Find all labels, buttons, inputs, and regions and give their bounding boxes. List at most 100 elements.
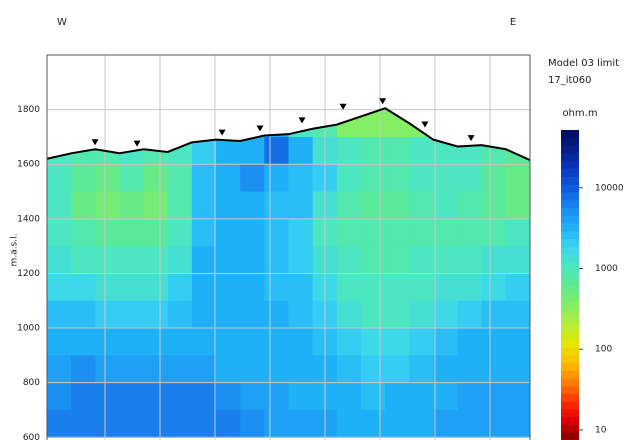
cell [481, 164, 507, 193]
cell [95, 218, 121, 247]
cell [240, 246, 265, 275]
cell [95, 191, 121, 220]
cell [71, 191, 96, 220]
colorbar-step [561, 424, 579, 433]
cell [409, 246, 434, 275]
cell [336, 191, 362, 220]
cell [288, 218, 314, 247]
cell [505, 382, 530, 411]
cell [47, 246, 72, 275]
cell [288, 355, 314, 384]
cell [216, 164, 241, 193]
cell [216, 328, 241, 356]
colorbar-step [561, 354, 579, 363]
cell [288, 382, 314, 411]
cell [167, 409, 193, 438]
cell [167, 328, 193, 356]
cell [95, 246, 121, 275]
colorbar-step [561, 168, 579, 177]
cell [481, 273, 507, 302]
colorbar-step [561, 409, 579, 418]
cell [288, 191, 314, 220]
cell [95, 300, 121, 329]
cell [433, 409, 459, 438]
cell [385, 136, 410, 165]
cell [288, 409, 314, 438]
cell [191, 246, 217, 275]
cell [433, 355, 459, 384]
electrode-marker [91, 139, 99, 146]
cell [457, 300, 483, 329]
colorbar-step [561, 339, 579, 348]
colorbar-tick-label: 10 [595, 425, 607, 435]
cell [240, 382, 265, 411]
cell [360, 300, 386, 329]
cell [409, 300, 434, 329]
cell [433, 164, 459, 193]
cell [143, 246, 169, 275]
cell [505, 246, 530, 275]
cell [505, 273, 530, 302]
cell [481, 246, 507, 275]
cell [143, 409, 169, 438]
cell [216, 273, 241, 302]
cell [95, 164, 121, 193]
cell [336, 218, 362, 247]
cell [505, 355, 530, 384]
colorbar-step [561, 130, 579, 139]
y-tick-label: 1600 [17, 160, 40, 170]
cell [409, 382, 434, 411]
colorbar-step [561, 153, 579, 162]
cell [216, 246, 241, 275]
cell [288, 273, 314, 302]
cell [119, 218, 145, 247]
y-tick-label: 1000 [17, 324, 40, 334]
y-tick-label: 600 [23, 433, 40, 440]
cell [119, 191, 145, 220]
cell [288, 246, 314, 275]
cell [409, 191, 434, 220]
cell [360, 273, 386, 302]
colorbar-step [561, 323, 579, 332]
electrode-marker [133, 140, 141, 147]
cell [95, 355, 121, 384]
cell [336, 382, 362, 411]
cell [191, 218, 217, 247]
cell [336, 273, 362, 302]
colorbar-step [561, 230, 579, 239]
cell [433, 300, 459, 329]
cell [95, 328, 121, 356]
cell [360, 328, 386, 356]
cell [409, 218, 434, 247]
cell [336, 300, 362, 329]
cell [71, 328, 96, 356]
cell [385, 246, 410, 275]
cell [95, 409, 121, 438]
cell [191, 300, 217, 329]
cell [216, 355, 241, 384]
cell [119, 355, 145, 384]
colorbar-label: ohm.m [562, 108, 597, 119]
cell [409, 355, 434, 384]
cell [47, 382, 72, 411]
cell [360, 355, 386, 384]
cell [505, 164, 530, 193]
colorbar-tick-label: 1000 [595, 264, 618, 274]
colorbar-step [561, 393, 579, 402]
cell [191, 273, 217, 302]
colorbar-step [561, 207, 579, 216]
cell [47, 164, 72, 193]
cell [47, 191, 72, 220]
cell [167, 382, 193, 411]
cell [240, 136, 265, 165]
cell [409, 273, 434, 302]
cell [71, 409, 96, 438]
electrode-marker [421, 121, 429, 128]
colorbar-step [561, 401, 579, 410]
cell [167, 246, 193, 275]
cell [481, 409, 507, 438]
colorbar-step [561, 145, 579, 154]
cell [433, 328, 459, 356]
cell [264, 382, 290, 411]
